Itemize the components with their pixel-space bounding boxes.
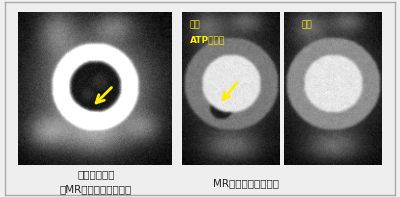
Text: 安静: 安静 [302, 20, 313, 29]
Text: （MRバイアビリティ）: （MRバイアビリティ） [60, 184, 132, 194]
Text: MRパーフュージョン: MRパーフュージョン [213, 179, 279, 189]
Text: 心筋遅延造影: 心筋遅延造影 [77, 169, 115, 179]
Text: ATP（＋）: ATP（＋） [190, 35, 225, 44]
Text: 負荷: 負荷 [190, 20, 201, 29]
